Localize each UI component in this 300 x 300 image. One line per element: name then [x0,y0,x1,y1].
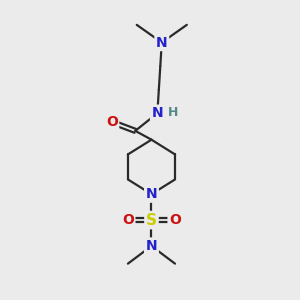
Text: S: S [146,213,157,228]
Text: O: O [106,115,118,129]
Text: N: N [146,187,157,201]
Text: H: H [167,106,178,119]
Text: O: O [169,213,181,227]
Text: N: N [152,106,163,120]
Text: N: N [146,239,157,253]
Text: O: O [122,213,134,227]
Text: N: N [156,35,168,50]
